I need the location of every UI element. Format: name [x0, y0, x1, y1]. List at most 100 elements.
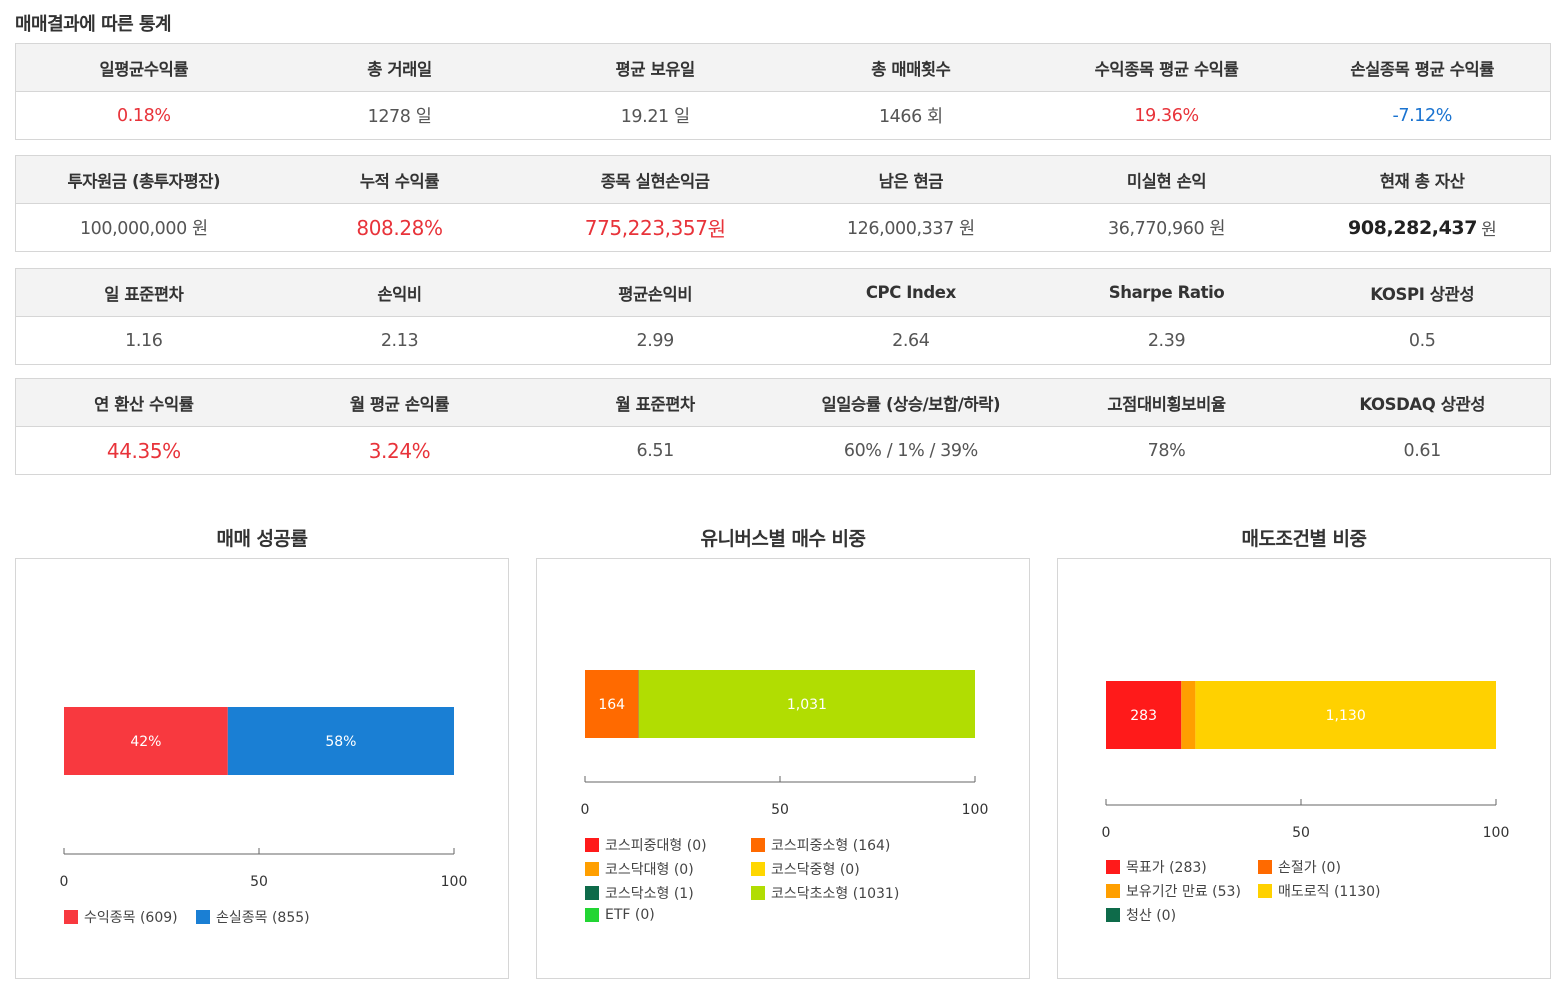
stats-header-row: 투자원금 (총투자평잔) 누적 수익률 종목 실현손익금 남은 현금 미실현 손… [16, 156, 1550, 204]
bar-data-label: 1,031 [787, 697, 827, 713]
legend-item: 손절가 (0) [1258, 857, 1341, 877]
x-axis-tick-label: 50 [1292, 825, 1310, 841]
x-axis-tick-label: 50 [771, 802, 789, 818]
legend-swatch [585, 862, 599, 876]
legend-label: 보유기간 만료 (53) [1126, 884, 1241, 900]
chart-success-rate-svg: 42% 58% 0 50 100 [60, 707, 468, 890]
header-annualized-return: 연 환산 수익률 [94, 394, 194, 414]
legend-label: 손실종목 (855) [216, 910, 310, 926]
legend-label: 코스피중대형 (0) [605, 838, 707, 854]
x-axis-tick-label: 0 [581, 802, 590, 818]
legend-item: 매도로직 (1130) [1258, 881, 1381, 901]
header-monthly-avg-return: 월 평균 손익률 [349, 394, 450, 414]
legend-item: 코스닥대형 (0) [585, 859, 694, 879]
legend-label: 코스닥초소형 (1031) [771, 886, 900, 902]
value-profit-avg-return: 19.36% [1134, 105, 1199, 126]
bar-segment [1181, 681, 1196, 749]
bar-segment [1195, 681, 1496, 749]
legend-label: 매도로직 (1130) [1278, 884, 1381, 900]
value-daily-std: 1.16 [125, 330, 163, 351]
legend-swatch [1258, 860, 1272, 874]
stats-table-4: 연 환산 수익률 월 평균 손익률 월 표준편차 일일승률 (상승/보합/하락)… [15, 378, 1551, 475]
value-annualized-return: 44.35% [106, 438, 181, 463]
header-loss-avg-return: 손실종목 평균 수익률 [1350, 59, 1495, 79]
legend-item: 청산 (0) [1106, 905, 1176, 925]
chart-success-rate: 42% 58% 0 50 100 수익종목 (609) 손실종목 (855) [15, 558, 509, 979]
header-principal: 투자원금 (총투자평잔) [67, 171, 221, 191]
legend-item: 코스닥중형 (0) [751, 859, 860, 879]
header-sharpe-ratio: Sharpe Ratio [1108, 283, 1225, 302]
header-monthly-std: 월 표준편차 [615, 394, 696, 414]
chart-universe-weight: 164 1,031 0 50 100 코스피중대형 (0) 코스피중소형 (164) 코스닥… [536, 558, 1030, 979]
value-sideways-ratio: 78% [1147, 440, 1186, 461]
legend-item: 코스닥초소형 (1031) [751, 883, 899, 903]
legend-swatch [1106, 884, 1120, 898]
value-total-trading-days: 1278 일 [367, 107, 432, 127]
value-realized-pnl: 775,223,357 [584, 215, 708, 240]
header-avg-profit-loss-ratio: 평균손익비 [618, 284, 693, 304]
x-axis-tick-label: 100 [441, 874, 468, 890]
chart-title-success-rate: 매매 성공률 [216, 528, 308, 550]
legend-label: 목표가 (283) [1126, 860, 1207, 876]
x-axis-tick-label: 0 [1102, 825, 1111, 841]
header-unrealized-pnl: 미실현 손익 [1126, 171, 1207, 191]
legend-label: 코스닥소형 (1) [605, 886, 694, 902]
stats-value-row: 100,000,000 원 808.28% 775,223,357 원 126,0… [16, 204, 1550, 251]
legend-item: 수익종목 (609) [64, 907, 178, 927]
bar-data-label: 283 [1130, 708, 1157, 724]
header-daily-win-rate: 일일승률 (상승/보합/하락) [821, 394, 1001, 414]
stats-header-row: 연 환산 수익률 월 평균 손익률 월 표준편차 일일승률 (상승/보합/하락)… [16, 379, 1550, 427]
legend-label: ETF (0) [605, 907, 655, 923]
stats-table-1: 일평균수익률 총 거래일 평균 보유일 총 매매횟수 수익종목 평균 수익률 손… [15, 43, 1551, 140]
value-monthly-avg-return: 3.24% [368, 438, 431, 463]
value-sharpe-ratio: 2.39 [1147, 330, 1186, 351]
legend-swatch [64, 910, 78, 924]
header-cpc-index: CPC Index [865, 283, 956, 302]
legend-swatch [1106, 908, 1120, 922]
chart-sell-condition-svg: 283 1,130 0 50 100 [1102, 681, 1509, 841]
value-avg-holding-days: 19.21 일 [620, 107, 690, 127]
value-remaining-cash: 126,000,337 원 [846, 219, 975, 239]
bar-segment [638, 670, 975, 738]
legend-item: 목표가 (283) [1106, 857, 1207, 877]
value-loss-avg-return: -7.12% [1392, 105, 1452, 126]
bar-segment [1106, 681, 1182, 749]
value-avg-profit-loss-ratio: 2.99 [636, 330, 674, 351]
legend-swatch [585, 886, 599, 900]
header-kospi-correlation: KOSPI 상관성 [1370, 284, 1475, 304]
stats-header-row: 일평균수익률 총 거래일 평균 보유일 총 매매횟수 수익종목 평균 수익률 손… [16, 44, 1550, 92]
legend-label: 손절가 (0) [1278, 860, 1341, 876]
page-title: 매매결과에 따른 통계 [15, 14, 172, 35]
legend-item: 코스닥소형 (1) [585, 883, 694, 903]
value-total-assets-cell: 908,282,437 원 [1294, 204, 1550, 251]
x-axis-tick-label: 0 [60, 874, 69, 890]
header-profit-loss-ratio: 손익비 [377, 284, 422, 304]
legend-swatch [585, 908, 599, 922]
unit-total-assets: 원 [1481, 220, 1497, 240]
stats-value-row: 0.18% 1278 일 19.21 일 1466 회 19.36% -7.12… [16, 92, 1550, 139]
legend-item: ETF (0) [585, 907, 655, 923]
bar-segment [585, 670, 639, 738]
header-daily-avg-return: 일평균수익률 [99, 59, 189, 79]
header-remaining-cash: 남은 현금 [878, 171, 944, 191]
value-kosdaq-correlation: 0.61 [1403, 440, 1442, 461]
legend-item: 코스피중소형 (164) [751, 835, 890, 855]
legend-swatch [196, 910, 210, 924]
value-realized-pnl-cell: 775,223,357 원 [527, 204, 783, 251]
value-cumulative-return: 808.28% [356, 215, 443, 240]
header-total-trades: 총 매매횟수 [871, 59, 951, 79]
value-profit-loss-ratio: 2.13 [380, 330, 419, 351]
unit-realized-pnl: 원 [707, 217, 726, 241]
header-total-assets: 현재 총 자산 [1379, 171, 1465, 191]
legend-swatch [751, 838, 765, 852]
value-total-trades: 1466 회 [878, 107, 943, 127]
value-cpc-index: 2.64 [892, 330, 930, 351]
bar-data-label: 164 [598, 697, 625, 713]
bar-segment [64, 707, 228, 775]
stats-header-row: 일 표준편차 손익비 평균손익비 CPC Index Sharpe Ratio … [16, 269, 1550, 317]
header-daily-std: 일 표준편차 [104, 284, 184, 304]
legend-swatch [585, 838, 599, 852]
header-sideways-ratio: 고점대비횡보비율 [1107, 394, 1226, 414]
legend-label: 청산 (0) [1126, 908, 1177, 924]
value-monthly-std: 6.51 [636, 440, 674, 461]
